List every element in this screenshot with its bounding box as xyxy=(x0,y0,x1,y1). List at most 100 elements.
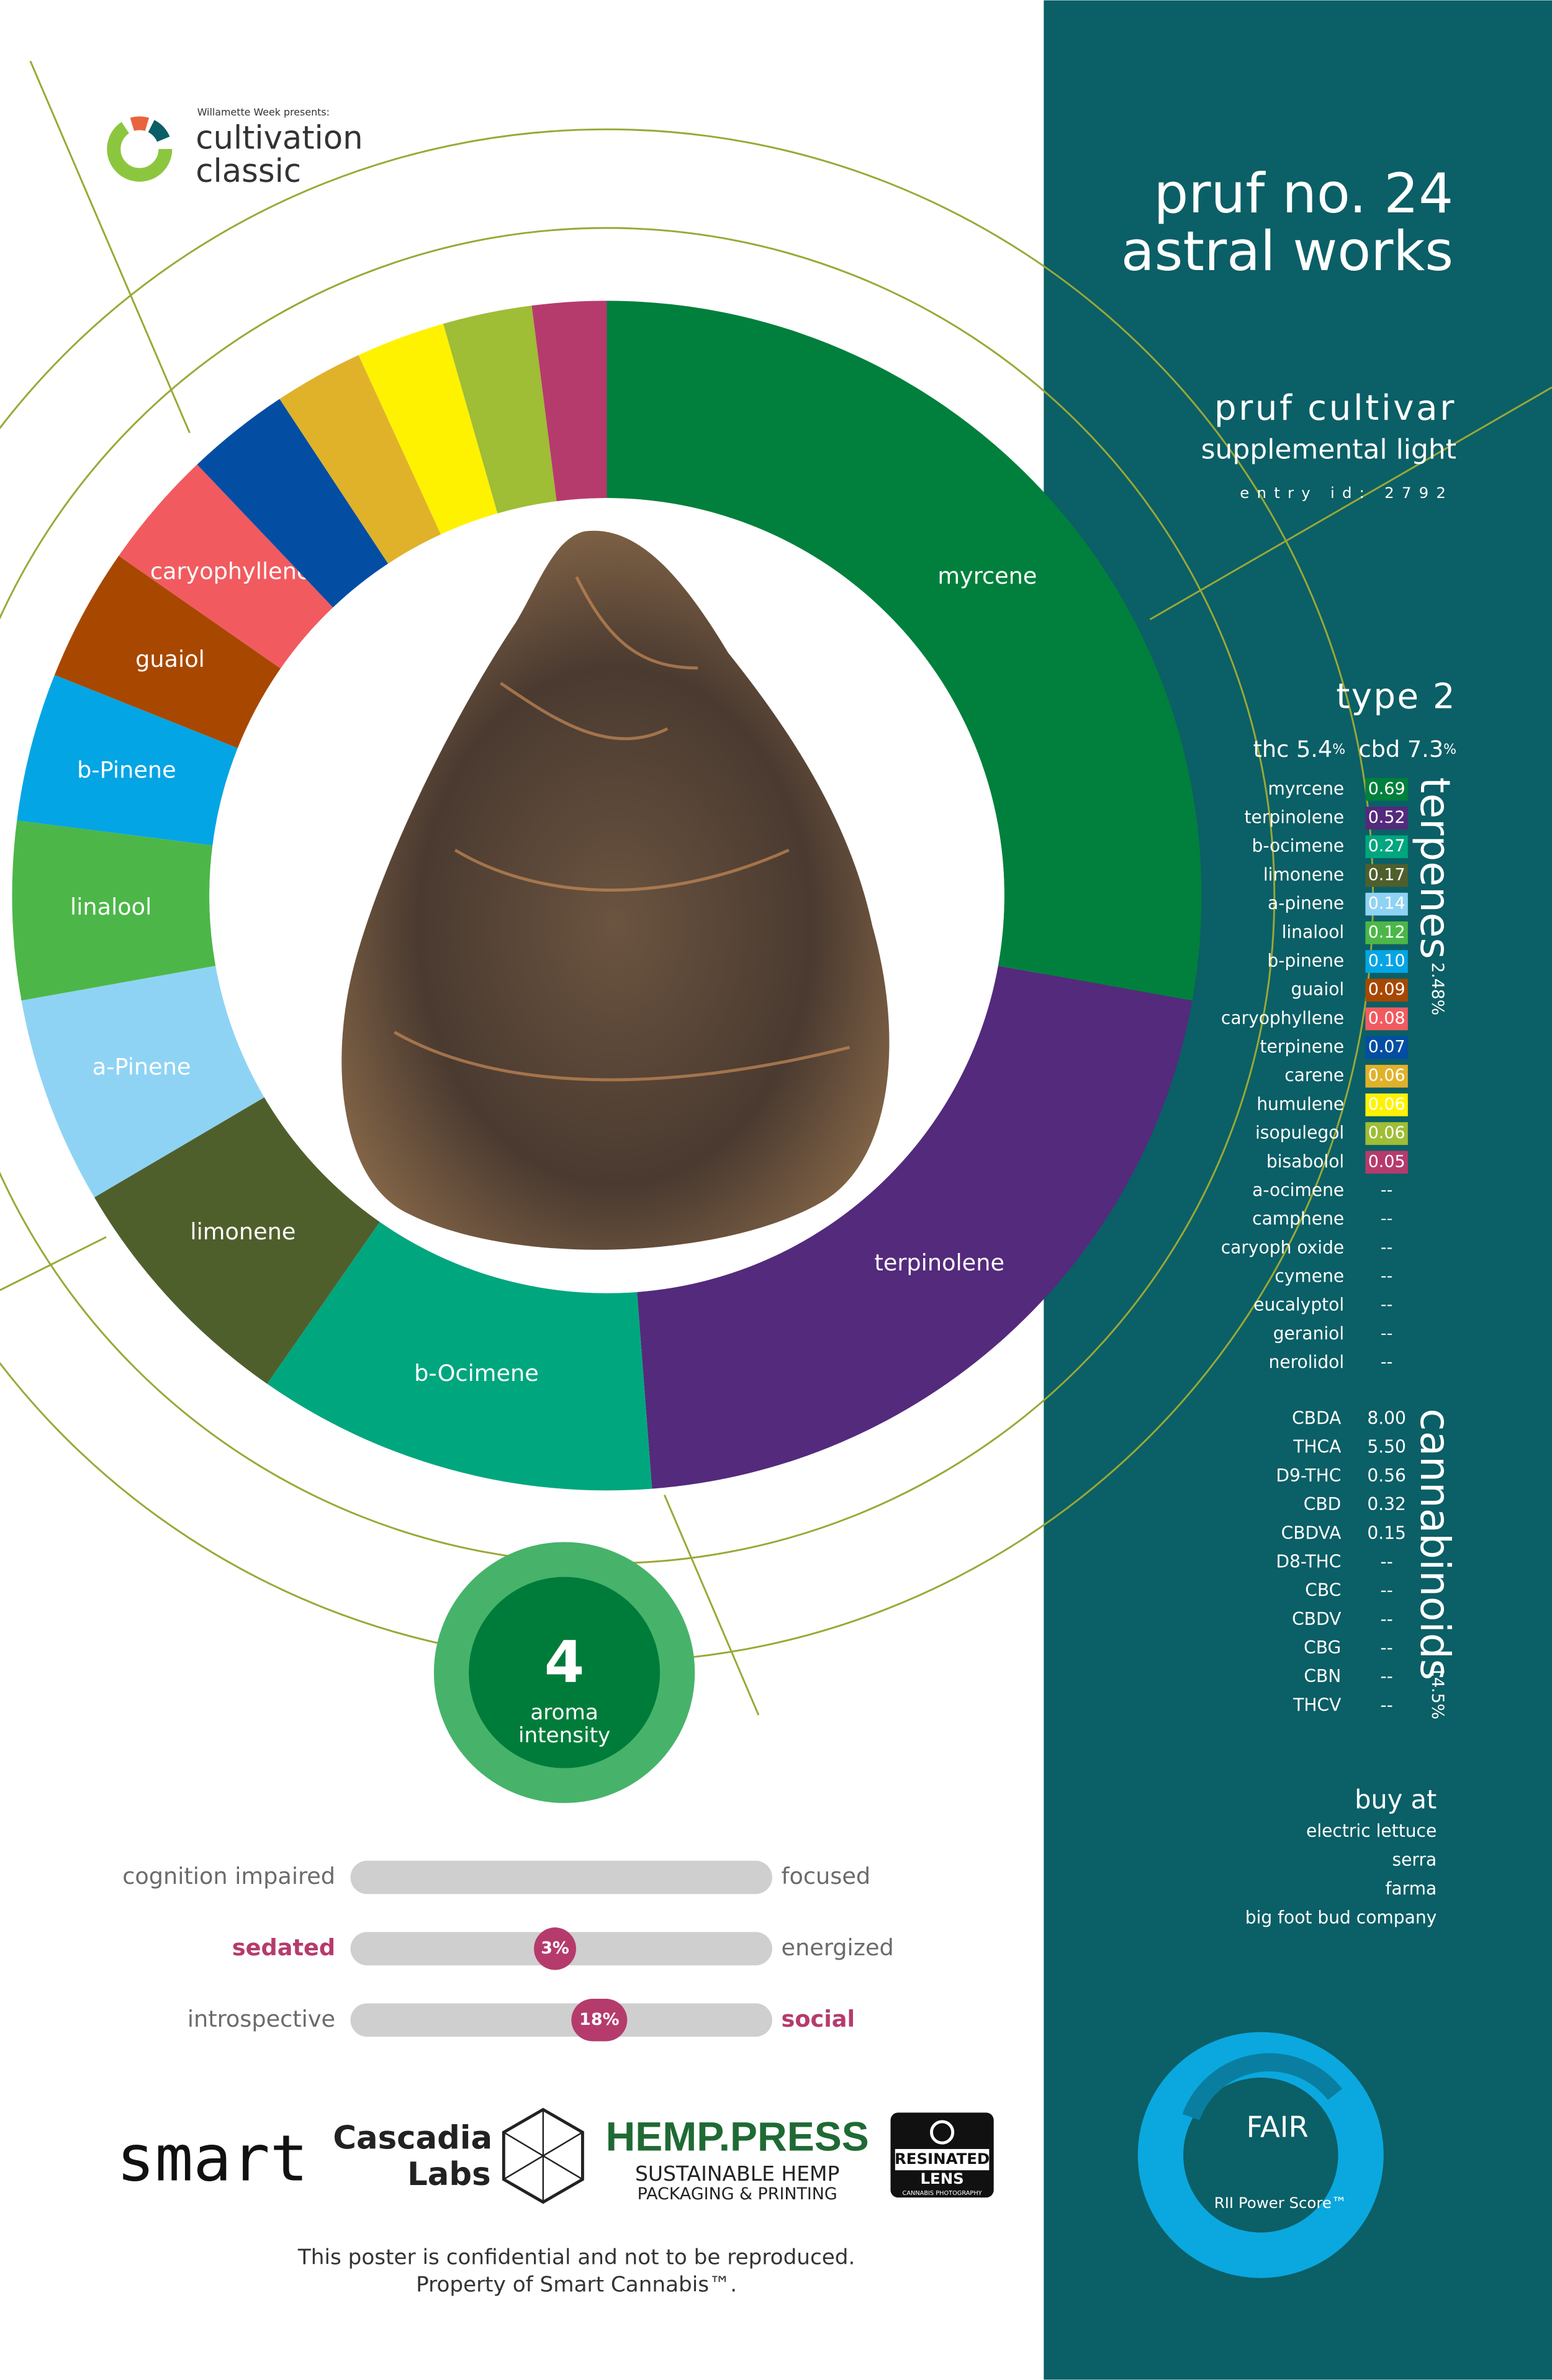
effect-right: focused xyxy=(782,1863,871,1889)
potency-value: 5.4 xyxy=(1296,735,1332,762)
slider-track xyxy=(350,2003,772,2037)
cannabinoid-value: 0.56 xyxy=(1367,1465,1406,1486)
cannabinoid-name: CBG xyxy=(1304,1637,1341,1658)
cannabinoid-name: CBDA xyxy=(1292,1408,1341,1429)
effect-right: energized xyxy=(782,1934,894,1961)
terpenes-title: terpenes xyxy=(1411,777,1459,959)
cannabinoid-table: CBDA 8.00 THCA 5.50 D9-THC 0.56 CBD 0.32 CBDVA 0.… xyxy=(1276,1408,1406,1716)
effect-left: sedated xyxy=(232,1934,335,1961)
lens-icon xyxy=(930,2120,955,2145)
terpene-badge xyxy=(1365,1007,1408,1031)
donut-label: caryophyllene xyxy=(150,558,311,584)
potency-label: cbd xyxy=(1359,735,1401,762)
terpene-name: terpinene xyxy=(1260,1036,1345,1057)
deco-line xyxy=(0,1236,107,1292)
shop: big foot bud company xyxy=(1245,1907,1437,1928)
terpene-badge xyxy=(1365,1151,1408,1174)
donut-label: limonene xyxy=(190,1218,296,1245)
bud-hairs xyxy=(394,576,850,1082)
title: pruf no. 24 xyxy=(1154,161,1454,225)
terpene-badge xyxy=(1365,921,1408,944)
cannabinoid-name: THCA xyxy=(1293,1437,1341,1457)
terpenes-total: 2.48% xyxy=(1428,962,1447,1015)
donut-segment xyxy=(197,399,389,608)
cannabinoid-value: 5.50 xyxy=(1367,1437,1406,1457)
brand: classic xyxy=(196,153,301,190)
donut-segment xyxy=(637,966,1193,1489)
cannabinoid-name: CBC xyxy=(1305,1580,1341,1601)
cannabinoids-heading: cannabinoids 14.5% xyxy=(1411,1408,1459,1719)
slider-marker xyxy=(534,1927,576,1970)
terpene-name: terpinolene xyxy=(1245,807,1345,828)
sponsor-cascadia: Labs xyxy=(407,2156,491,2193)
cannabinoid-name: D8-THC xyxy=(1276,1551,1341,1572)
side-panel xyxy=(1044,0,1552,2380)
terpene-name: a-pinene xyxy=(1268,893,1344,913)
aroma-label: intensity xyxy=(518,1723,610,1748)
donut-segment xyxy=(94,1097,380,1384)
sponsor-cascadia: Cascadia xyxy=(333,2119,492,2156)
terpene-name: bisabolol xyxy=(1266,1151,1344,1172)
buy-title: buy at xyxy=(1355,1784,1437,1814)
donut-label: b-Ocimene xyxy=(414,1360,539,1387)
terpene-name: humulene xyxy=(1256,1093,1344,1114)
cannabinoid-name: CBDVA xyxy=(1281,1523,1342,1543)
sponsor-smart: smart xyxy=(117,2122,309,2196)
footer: This poster is confidential and not to b… xyxy=(297,2245,855,2269)
terpene-badge xyxy=(1365,892,1408,916)
cannabinoid-name: CBD xyxy=(1304,1494,1342,1514)
donut-label: terpinolene xyxy=(874,1249,1004,1276)
cannabinoids-total: 14.5% xyxy=(1428,1667,1447,1719)
category: supplemental light xyxy=(1201,433,1456,465)
terpene-badge xyxy=(1365,864,1408,887)
terpene-value: 0.69 xyxy=(1368,779,1405,799)
donut-label: linalool xyxy=(70,894,151,920)
terpene-value: -- xyxy=(1381,1180,1392,1200)
score-ring xyxy=(1137,2032,1384,2278)
sponsor-lens: CANNABIS PHOTOGRAPHY xyxy=(903,2190,982,2197)
terpene-badge xyxy=(1365,950,1408,973)
donut-segment xyxy=(358,324,498,535)
score: FAIR RII Power Score™ xyxy=(1137,2032,1384,2278)
potency-unit: % xyxy=(1332,742,1345,758)
cannabinoid-name: D9-THC xyxy=(1276,1465,1341,1486)
terpene-name: camphene xyxy=(1252,1208,1344,1229)
donut-label: a-Pinene xyxy=(92,1053,191,1080)
donut-segment xyxy=(119,464,333,669)
brand: cultivation xyxy=(196,119,363,156)
terpene-value: -- xyxy=(1381,1295,1392,1314)
terpene-value: 0.06 xyxy=(1368,1123,1405,1142)
terpene-table: myrcene 0.69 terpinolene 0.52 b-ocimene 0.27 l… xyxy=(1221,778,1408,1372)
terpene-value: -- xyxy=(1381,1324,1392,1343)
effect-right: social xyxy=(782,2006,855,2032)
title: astral works xyxy=(1121,219,1453,283)
cannabinoid-value: -- xyxy=(1380,1580,1392,1601)
donut-segment xyxy=(531,301,607,502)
effects: cognition impaired focused sedated energize… xyxy=(122,1860,894,2042)
terpene-name: isopulegol xyxy=(1255,1123,1344,1143)
terpene-value: 0.09 xyxy=(1368,980,1405,999)
terpene-badge xyxy=(1365,1122,1408,1145)
donut-segment xyxy=(54,556,281,748)
terpene-badge xyxy=(1365,807,1408,830)
score-core xyxy=(1183,2078,1338,2233)
cascadia-icon xyxy=(503,2109,584,2202)
logo-mark xyxy=(107,116,173,182)
terpene-value: 0.14 xyxy=(1368,894,1405,913)
deco-line xyxy=(1149,386,1552,620)
terpene-value: -- xyxy=(1381,1210,1392,1229)
cannabinoid-value: -- xyxy=(1380,1695,1392,1715)
donut-label: guaiol xyxy=(135,646,205,672)
score-rating: FAIR xyxy=(1247,2111,1309,2144)
shop: serra xyxy=(1392,1850,1437,1870)
potency-unit: % xyxy=(1443,742,1456,758)
lens-badge xyxy=(895,2148,990,2171)
effect-left: cognition impaired xyxy=(122,1863,335,1889)
cannabinoids-title: cannabinoids xyxy=(1411,1408,1459,1680)
potency: thc 5.4% cbd 7.3% xyxy=(1253,735,1456,762)
donut-label: myrcene xyxy=(937,563,1037,589)
score-label: RII Power Score™ xyxy=(1214,2194,1347,2212)
terpene-name: linalool xyxy=(1282,921,1345,942)
terpene-value: 0.08 xyxy=(1368,1008,1405,1028)
